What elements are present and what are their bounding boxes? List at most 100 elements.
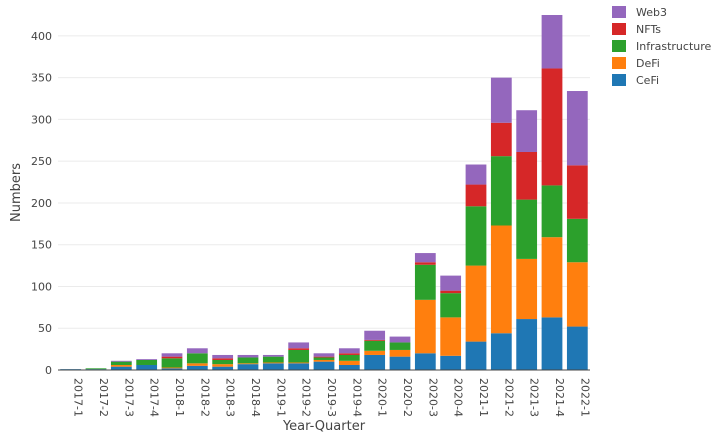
bar-cefi-2019-3[interactable] xyxy=(313,361,335,370)
bar-infrastructure-2021-4[interactable] xyxy=(541,185,563,238)
bar-infrastructure-2017-4[interactable] xyxy=(136,359,158,365)
bar-web3-2021-1[interactable] xyxy=(465,164,487,185)
bar-defi-2017-3[interactable] xyxy=(110,364,132,367)
bar-defi-2018-4[interactable] xyxy=(237,363,259,365)
bar-nfts-2022-1[interactable] xyxy=(566,165,588,219)
bar-defi-2021-1[interactable] xyxy=(465,265,487,342)
bar-nfts-2021-1[interactable] xyxy=(465,184,487,207)
bar-cefi-2021-1[interactable] xyxy=(465,341,487,370)
bar-web3-2018-3[interactable] xyxy=(212,354,234,359)
x-tick-label: 2019-1 xyxy=(274,378,287,417)
x-tick-label: 2018-3 xyxy=(224,378,237,417)
bar-nfts-2019-2[interactable] xyxy=(288,348,310,350)
bar-cefi-2017-4[interactable] xyxy=(136,364,158,370)
bar-infrastructure-2018-3[interactable] xyxy=(212,359,234,365)
bar-cefi-2021-3[interactable] xyxy=(516,319,538,370)
bar-defi-2018-3[interactable] xyxy=(212,364,234,367)
bar-web3-2020-4[interactable] xyxy=(440,275,462,291)
bar-cefi-2021-2[interactable] xyxy=(490,333,512,370)
bar-defi-2021-4[interactable] xyxy=(541,237,563,318)
bar-defi-2021-3[interactable] xyxy=(516,258,538,320)
bar-nfts-2021-3[interactable] xyxy=(516,151,538,200)
bar-nfts-2018-3[interactable] xyxy=(212,358,234,360)
bar-web3-2020-2[interactable] xyxy=(389,336,411,343)
bar-infrastructure-2020-2[interactable] xyxy=(389,342,411,350)
bar-defi-2018-2[interactable] xyxy=(186,363,208,366)
bar-defi-2019-1[interactable] xyxy=(262,362,284,364)
bar-nfts-2018-1[interactable] xyxy=(161,356,183,359)
bar-cefi-2020-1[interactable] xyxy=(364,354,386,370)
bar-infrastructure-2020-1[interactable] xyxy=(364,340,386,351)
bar-cefi-2022-1[interactable] xyxy=(566,326,588,370)
bar-defi-2020-4[interactable] xyxy=(440,317,462,356)
grid-lines xyxy=(58,35,590,329)
bar-infrastructure-2018-2[interactable] xyxy=(186,353,208,364)
bar-infrastructure-2019-4[interactable] xyxy=(338,354,360,361)
legend[interactable]: Web3 NFTs Infrastructure DeFi CeFi xyxy=(612,6,712,87)
bar-defi-2020-1[interactable] xyxy=(364,350,386,355)
bar-web3-2020-3[interactable] xyxy=(414,253,436,263)
bar-nfts-2020-4[interactable] xyxy=(440,290,462,294)
bar-cefi-2020-2[interactable] xyxy=(389,356,411,370)
bar-web3-2020-1[interactable] xyxy=(364,330,386,340)
bar-infrastructure-2020-4[interactable] xyxy=(440,293,462,318)
legend-item-infrastructure[interactable]: Infrastructure xyxy=(636,40,712,53)
y-tick-label: 50 xyxy=(38,322,52,335)
bar-web3-2019-2[interactable] xyxy=(288,342,310,349)
bar-infrastructure-2019-2[interactable] xyxy=(288,349,310,363)
bar-infrastructure-2021-1[interactable] xyxy=(465,206,487,266)
bar-nfts-2021-2[interactable] xyxy=(490,122,512,157)
bar-defi-2019-3[interactable] xyxy=(313,359,335,362)
bar-infrastructure-2018-1[interactable] xyxy=(161,358,183,368)
bar-infrastructure-2018-4[interactable] xyxy=(237,357,259,364)
bar-cefi-2019-4[interactable] xyxy=(338,364,360,370)
bar-web3-2019-4[interactable] xyxy=(338,348,360,354)
bar-cefi-2021-4[interactable] xyxy=(541,317,563,370)
bar-defi-2019-4[interactable] xyxy=(338,360,360,365)
bar-nfts-2020-1[interactable] xyxy=(364,339,386,341)
bar-infrastructure-2017-2[interactable] xyxy=(85,368,107,370)
bar-cefi-2020-4[interactable] xyxy=(440,355,462,370)
bar-infrastructure-2021-3[interactable] xyxy=(516,199,538,259)
bar-web3-2017-3[interactable] xyxy=(110,360,132,362)
bar-cefi-2019-1[interactable] xyxy=(262,363,284,370)
bar-cefi-2019-2[interactable] xyxy=(288,363,310,370)
legend-item-defi[interactable]: DeFi xyxy=(636,57,660,70)
legend-item-cefi[interactable]: CeFi xyxy=(636,74,659,87)
legend-item-nfts[interactable]: NFTs xyxy=(636,23,661,36)
bar-nfts-2019-4[interactable] xyxy=(338,353,360,355)
bar-cefi-2020-3[interactable] xyxy=(414,353,436,370)
bar-cefi-2018-2[interactable] xyxy=(186,365,208,370)
bar-infrastructure-2022-1[interactable] xyxy=(566,218,588,263)
bar-web3-2018-4[interactable] xyxy=(237,354,259,358)
bar-cefi-2018-4[interactable] xyxy=(237,364,259,370)
bar-web3-2021-3[interactable] xyxy=(516,110,538,152)
legend-item-web3[interactable]: Web3 xyxy=(636,6,667,19)
bar-defi-2021-2[interactable] xyxy=(490,225,512,334)
bar-web3-2019-1[interactable] xyxy=(262,354,284,357)
bar-defi-2020-3[interactable] xyxy=(414,299,436,354)
bar-web3-2022-1[interactable] xyxy=(566,91,588,166)
bar-infrastructure-2017-3[interactable] xyxy=(110,361,132,365)
bar-cefi-2017-3[interactable] xyxy=(110,366,132,370)
bar-nfts-2019-3[interactable] xyxy=(313,356,335,358)
bar-cefi-2018-1[interactable] xyxy=(161,368,183,370)
bar-infrastructure-2019-3[interactable] xyxy=(313,357,335,360)
bar-nfts-2021-4[interactable] xyxy=(541,68,563,186)
x-tick-label: 2017-1 xyxy=(72,378,85,417)
bar-infrastructure-2021-2[interactable] xyxy=(490,156,512,226)
bar-web3-2021-4[interactable] xyxy=(541,15,563,69)
bar-infrastructure-2019-1[interactable] xyxy=(262,356,284,363)
bar-web3-2018-2[interactable] xyxy=(186,348,208,354)
bar-defi-2019-2[interactable] xyxy=(288,362,310,364)
bar-web3-2017-4[interactable] xyxy=(136,359,158,360)
bar-nfts-2020-3[interactable] xyxy=(414,262,436,265)
bar-web3-2021-2[interactable] xyxy=(490,77,512,123)
bar-web3-2018-1[interactable] xyxy=(161,353,183,357)
bar-web3-2019-3[interactable] xyxy=(313,353,335,357)
bar-defi-2020-2[interactable] xyxy=(389,349,411,357)
bar-infrastructure-2020-3[interactable] xyxy=(414,264,436,300)
bar-defi-2018-1[interactable] xyxy=(161,367,183,369)
bar-defi-2022-1[interactable] xyxy=(566,262,588,327)
bar-cefi-2018-3[interactable] xyxy=(212,366,234,370)
